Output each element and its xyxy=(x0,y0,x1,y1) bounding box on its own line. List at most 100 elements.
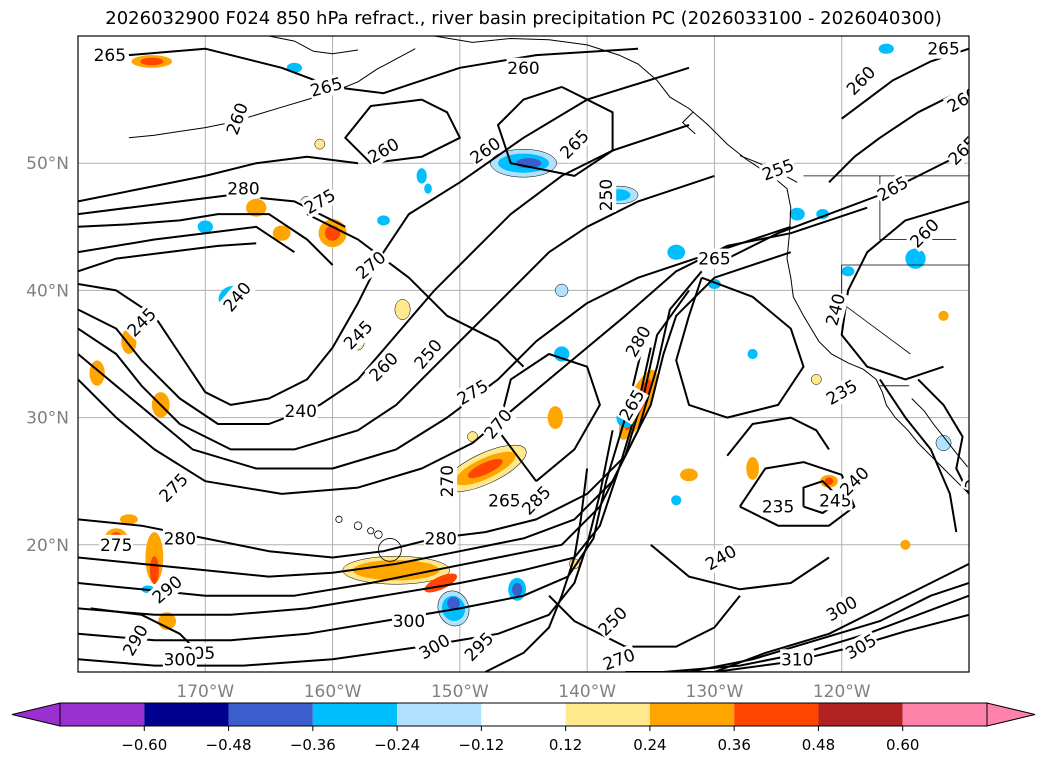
colorbar-swatch xyxy=(60,703,145,726)
precip-shade xyxy=(547,406,563,430)
precip-shade xyxy=(197,220,213,234)
lat-label: 30°N xyxy=(26,409,69,429)
island xyxy=(367,527,375,535)
precip-shade xyxy=(512,582,523,596)
contour-line xyxy=(306,213,525,368)
contour-label-bg xyxy=(841,61,880,100)
contour-label: 280 xyxy=(227,180,259,200)
contour-label: 245 xyxy=(819,491,851,511)
contour-label-bg xyxy=(459,627,498,666)
contour-line xyxy=(650,544,830,591)
contour-label-bg xyxy=(593,602,632,641)
contour-label-bg xyxy=(452,375,493,410)
contour-label-bg xyxy=(701,540,741,575)
contour-label-bg xyxy=(147,570,187,608)
island xyxy=(377,538,402,562)
contour-line xyxy=(78,347,652,616)
contour-label-bg xyxy=(841,629,881,664)
contour-line xyxy=(625,613,969,672)
contour-line xyxy=(78,213,334,266)
contour-label-bg xyxy=(465,132,505,169)
contour-label-bg xyxy=(479,404,517,444)
contour-label: 280 xyxy=(425,529,457,549)
contour-label-bg xyxy=(506,57,541,78)
colorbar-swatch xyxy=(144,703,229,726)
contour-line xyxy=(484,468,589,672)
contour-line xyxy=(78,66,690,406)
precip-shade xyxy=(878,43,894,54)
contour-line xyxy=(78,242,257,273)
contour-line xyxy=(713,149,969,266)
colorbar-swatch xyxy=(228,703,313,726)
contour-label-bg xyxy=(423,528,458,549)
contour-label: 270 xyxy=(438,465,458,497)
precip-shade xyxy=(120,514,138,525)
precip-shade xyxy=(394,299,411,320)
contour-label-bg xyxy=(105,668,140,672)
contour-label-bg xyxy=(221,99,253,139)
colorbar-extend-high xyxy=(986,702,1036,727)
contour-label-bg xyxy=(487,490,522,511)
precip-shade xyxy=(447,596,460,610)
contour-label-bg xyxy=(818,490,853,511)
contour-line xyxy=(128,47,639,95)
contour-line xyxy=(78,225,792,470)
colorbar-tick-label: 0.24 xyxy=(633,736,666,754)
contour-line xyxy=(78,124,690,425)
contour-label-bg xyxy=(614,385,649,425)
contour-label-bg xyxy=(218,277,256,317)
contour-label-bg xyxy=(821,290,850,329)
longitude-labels: 170°W 160°W 150°W 140°W 130°W 120°W xyxy=(176,682,870,702)
precip-shade xyxy=(671,495,682,506)
contour-label: 305 xyxy=(106,669,138,689)
contour-line xyxy=(548,594,741,648)
lon-label: 120°W xyxy=(813,682,871,702)
contour-label-bg xyxy=(226,178,261,199)
contour-line xyxy=(78,251,792,559)
colorbar-extend-low xyxy=(11,702,61,727)
latitude-labels: 50°N 40°N 30°N 20°N xyxy=(26,154,69,556)
precip-shade xyxy=(149,556,159,585)
contour-line xyxy=(78,430,614,667)
precip-shade xyxy=(352,560,440,581)
precip-shade xyxy=(467,458,503,479)
contour-line xyxy=(78,225,295,254)
precip-shade xyxy=(314,138,326,150)
colorbar-tick-label: 0.60 xyxy=(886,736,919,754)
colorbar-tick-label: −0.36 xyxy=(290,736,336,754)
contour-label-bg xyxy=(821,591,862,626)
contour-label-bg xyxy=(599,644,639,672)
contour-line xyxy=(840,200,969,381)
contour-label: 265 xyxy=(94,46,126,66)
contour-label-bg xyxy=(363,133,404,168)
contour-label-bg xyxy=(154,468,193,507)
contour-line xyxy=(78,270,703,578)
contour-label-bg xyxy=(942,82,969,117)
contour-label-bg xyxy=(960,455,969,495)
precip-shade xyxy=(935,435,952,451)
colorbar-tick-label: −0.12 xyxy=(458,736,504,754)
island xyxy=(374,530,383,539)
chart-title: 2026032900 F024 850 hPa refract., river … xyxy=(105,8,942,29)
lon-label: 170°W xyxy=(176,682,234,702)
coastline xyxy=(911,398,969,469)
contour-label-bg xyxy=(905,214,944,253)
precip-shade xyxy=(272,225,291,241)
contour-line xyxy=(675,276,805,419)
contour-label-bg xyxy=(283,401,318,422)
precip-shade xyxy=(900,539,911,550)
precip-shade xyxy=(789,207,805,221)
colorbar-tick-label: 0.48 xyxy=(802,736,835,754)
colorbar-frame xyxy=(59,702,988,727)
contour-line xyxy=(879,378,958,533)
colorbar-swatch xyxy=(902,703,987,726)
precip-shade xyxy=(140,57,164,66)
contour-label-bg xyxy=(351,246,391,284)
contour-label-bg xyxy=(162,528,197,549)
lon-label: 130°W xyxy=(686,682,744,702)
contour-label-bg xyxy=(943,131,969,170)
contour-line xyxy=(497,85,614,177)
contour-label-bg xyxy=(409,334,447,374)
contour-label-bg xyxy=(391,611,426,632)
contour-label-bg xyxy=(414,629,455,664)
